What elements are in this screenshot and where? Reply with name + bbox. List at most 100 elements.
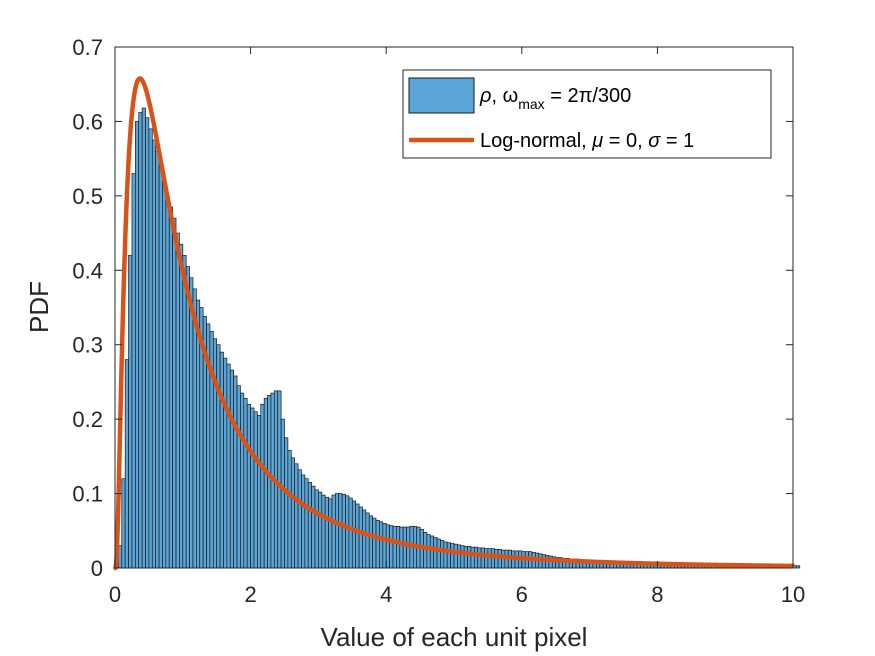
histogram-bar bbox=[257, 415, 262, 569]
histogram-bar bbox=[168, 206, 173, 569]
histogram-bar bbox=[473, 546, 479, 569]
histogram-bar bbox=[470, 546, 475, 569]
x-tick-label: 8 bbox=[651, 582, 663, 607]
histogram-bar bbox=[436, 538, 441, 569]
histogram-bar bbox=[240, 392, 245, 569]
histogram-bar bbox=[141, 107, 146, 569]
histogram-bar bbox=[121, 478, 126, 569]
histogram-bar bbox=[158, 165, 163, 569]
histogram-bar bbox=[277, 390, 282, 569]
histogram-bar bbox=[355, 503, 360, 569]
x-tick-label: 6 bbox=[516, 582, 528, 607]
axis-ticks: 0 2 4 6 8 10 0 0.1 0.2 0.3 0.4 0.5 0.6 0.7 bbox=[72, 35, 805, 607]
y-tick-label: 0.6 bbox=[72, 109, 103, 134]
histogram-bar bbox=[494, 549, 499, 569]
histogram-bar bbox=[185, 266, 190, 569]
histogram-bar bbox=[162, 180, 167, 569]
histogram-bar bbox=[375, 520, 380, 569]
histogram-bar bbox=[155, 150, 160, 569]
histogram-bar bbox=[284, 437, 289, 569]
legend: ρ, ωmax = 2π/300 Log-normal, μ = 0, σ = … bbox=[402, 69, 772, 159]
histogram-bar bbox=[335, 493, 340, 569]
x-tick-label: 4 bbox=[380, 582, 392, 607]
histogram-bar bbox=[372, 517, 377, 569]
histogram-bar bbox=[226, 363, 231, 569]
histogram-bar bbox=[358, 506, 363, 569]
histogram-bar bbox=[345, 495, 350, 569]
y-tick-label: 0.1 bbox=[72, 482, 103, 507]
y-tick-label: 0 bbox=[91, 556, 103, 581]
histogram-bar bbox=[389, 525, 394, 569]
histogram-bar bbox=[399, 526, 404, 569]
histogram-bar bbox=[433, 537, 438, 569]
y-tick-label: 0.2 bbox=[72, 407, 103, 432]
y-tick-label: 0.5 bbox=[72, 184, 103, 209]
histogram-bar bbox=[134, 121, 140, 569]
histogram-bar bbox=[365, 512, 370, 569]
histogram-bar bbox=[175, 232, 180, 569]
histogram-bar bbox=[362, 509, 367, 569]
histogram-bar bbox=[351, 500, 357, 569]
legend-histogram-swatch bbox=[408, 77, 475, 114]
histogram-bar bbox=[341, 493, 346, 569]
histogram-bar bbox=[253, 411, 258, 569]
histogram-bar bbox=[307, 482, 312, 569]
histogram-bar bbox=[480, 547, 485, 569]
histogram-bar bbox=[314, 489, 319, 569]
legend-curve-label: Log-normal, μ = 0, σ = 1 bbox=[480, 130, 694, 152]
histogram-bar bbox=[151, 139, 157, 569]
histogram-bar bbox=[446, 542, 451, 569]
histogram-bar bbox=[229, 369, 234, 569]
x-tick-label: 10 bbox=[781, 582, 805, 607]
lognormal-curve bbox=[113, 76, 796, 571]
histogram-bar bbox=[392, 525, 397, 569]
histogram-bar bbox=[450, 543, 455, 569]
x-tick-label: 0 bbox=[109, 582, 121, 607]
histogram-bar bbox=[463, 546, 468, 569]
histogram-bar bbox=[460, 545, 465, 569]
histogram-bar bbox=[233, 375, 238, 569]
histogram-bar bbox=[796, 565, 801, 569]
histogram-bar bbox=[304, 478, 309, 569]
histogram-bar bbox=[280, 418, 285, 569]
histogram-bar bbox=[246, 403, 251, 569]
histogram-bar bbox=[484, 548, 489, 569]
histogram-bar bbox=[128, 255, 133, 569]
histogram-bar bbox=[368, 515, 373, 569]
histogram-bar bbox=[131, 173, 136, 569]
histogram-bar bbox=[429, 535, 435, 569]
histogram-bar bbox=[260, 403, 265, 569]
histogram-bar bbox=[406, 526, 411, 569]
histogram-bar bbox=[250, 407, 255, 569]
histogram-bar bbox=[311, 485, 316, 569]
histogram-bar bbox=[138, 112, 143, 569]
histogram-bar bbox=[453, 543, 458, 569]
histogram-bar bbox=[243, 397, 248, 569]
histogram-bars bbox=[114, 107, 801, 569]
histogram-bar bbox=[219, 351, 224, 569]
histogram-bar bbox=[318, 491, 323, 569]
histogram-bar bbox=[328, 498, 333, 569]
histogram-bar bbox=[165, 195, 170, 569]
histogram-bar bbox=[301, 474, 306, 569]
histogram-bar bbox=[297, 469, 302, 569]
y-tick-label: 0.4 bbox=[72, 258, 103, 283]
histogram-bar bbox=[490, 548, 496, 569]
y-axis-label: PDF bbox=[24, 281, 54, 333]
histogram-bar bbox=[443, 541, 448, 569]
histogram-bar bbox=[324, 496, 329, 569]
histogram-bar bbox=[426, 534, 431, 569]
histogram-bar bbox=[477, 547, 482, 569]
histogram-bar bbox=[145, 117, 150, 569]
histogram-bar bbox=[348, 497, 353, 569]
histogram-bar bbox=[189, 277, 194, 569]
histogram-bar bbox=[338, 493, 343, 569]
histogram-bar bbox=[182, 255, 187, 569]
histogram-bar bbox=[402, 526, 407, 569]
histogram-bar bbox=[263, 397, 268, 569]
histogram-bar bbox=[321, 494, 326, 569]
histogram-bar bbox=[457, 544, 462, 569]
histogram-bar bbox=[396, 525, 401, 569]
histogram-bar bbox=[287, 450, 292, 569]
